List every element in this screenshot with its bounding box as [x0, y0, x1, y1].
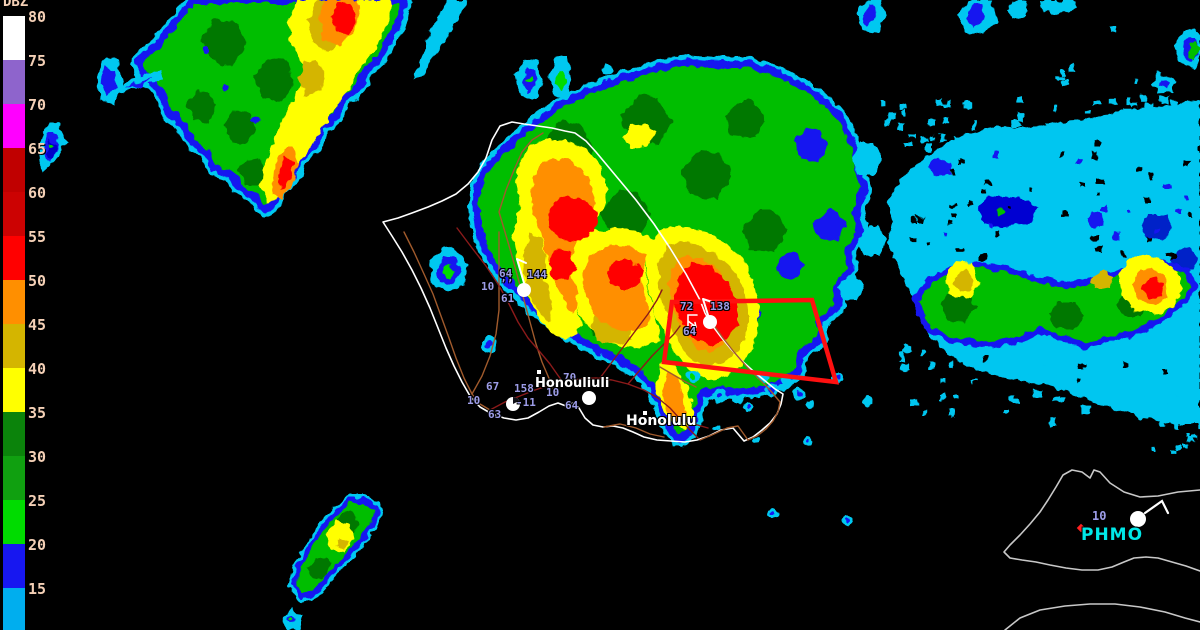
radar-echoes: [38, 0, 1200, 630]
station2-circle: [703, 315, 717, 329]
map-lines: [382, 121, 1200, 630]
rain-field-east: [880, 26, 1200, 454]
honolulu-city-label: Honolulu: [626, 413, 697, 429]
storm-cell-central: [468, 54, 886, 448]
station3-tendency-label: -11: [516, 396, 536, 409]
rain-speckles: [880, 26, 1200, 454]
storm-cell-southwest: [282, 494, 383, 630]
station4-dewpoint-label: 64: [565, 399, 579, 412]
dbz-colorbar-title: DBZ: [3, 0, 29, 10]
station1-temperature-label: 64: [499, 267, 513, 280]
station1-plot: [516, 258, 531, 297]
honouliuli-city-label: Honouliuli: [535, 376, 610, 391]
station1-circle: [517, 283, 531, 297]
station3-temperature-label: 67: [486, 380, 500, 393]
station2-pressure-label: 138: [710, 300, 730, 313]
station4-plot: [582, 391, 596, 405]
station3-dewpoint-label: 63: [488, 408, 502, 421]
small-cells: [38, 0, 1200, 353]
station4-circle: [582, 391, 596, 405]
roads-highway: [456, 227, 709, 439]
honolulu-city-dot: [643, 411, 647, 415]
thunderstorm-symbol: [687, 314, 698, 329]
station2-plot: [687, 298, 717, 329]
storm-cell-northwest: [110, 0, 468, 218]
station1-pressure-label: 144: [527, 268, 547, 281]
station5-visibility-label: 10: [1092, 509, 1107, 523]
station2-dewpoint-label: 64: [683, 325, 697, 338]
phmo-site-marker: [1076, 523, 1086, 533]
station3-pressure-label: 158: [514, 382, 534, 395]
station2-temperature-label: 72: [680, 300, 694, 313]
phmo-station-id-label: PHMO: [1081, 525, 1144, 545]
station3-visibility-label: 10: [467, 394, 481, 407]
station1-weather-symbol: ’’: [500, 277, 514, 290]
station1-dewpoint-label: 61: [501, 292, 515, 305]
station3-plot: [506, 396, 520, 411]
station5-plot: [1076, 499, 1170, 533]
honouliuli-city-dot: [537, 370, 541, 374]
warning-polygon: [661, 297, 840, 385]
scattered-specks-south: [686, 370, 873, 525]
station4-visibility-label: 10: [546, 386, 560, 399]
station-plots: [506, 258, 1170, 533]
station5-circle: [1130, 511, 1146, 527]
roads-secondary: [403, 132, 781, 441]
station1-visibility-label: 10: [481, 280, 495, 293]
molokai-coastline: [1003, 469, 1200, 630]
station4-temperature-label: 70: [563, 371, 577, 384]
